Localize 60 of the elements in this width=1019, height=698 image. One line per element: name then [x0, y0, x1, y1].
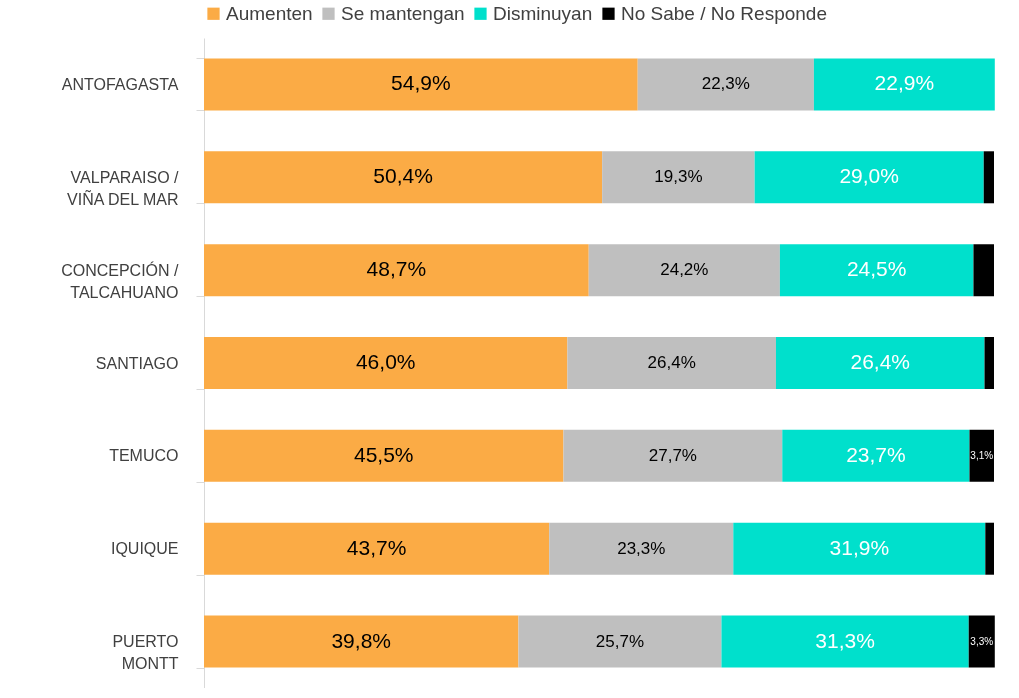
bar: [602, 151, 755, 204]
bar: [567, 337, 776, 389]
data-label: 24,2%: [660, 260, 709, 280]
bar: [973, 244, 994, 297]
bar: [983, 151, 994, 204]
y-tick-label: SANTIAGO: [95, 354, 179, 372]
bar: [204, 58, 638, 111]
y-tick-label: ANTOFAGASTA: [61, 75, 179, 93]
data-label: 26,4%: [647, 353, 696, 372]
bar: [204, 337, 568, 389]
y-tick-label: VALPARAISO / VIÑA DEL MAR: [67, 168, 180, 208]
bar: [637, 58, 814, 111]
y-tick-label: CONCEPCIÓN / TALCAHUANO: [61, 260, 180, 301]
data-label: 29,0%: [839, 164, 899, 188]
bar: [733, 522, 986, 575]
bar: [204, 615, 519, 668]
legend-label: No Sabe / No Responde: [621, 2, 827, 24]
data-label: 23,3%: [617, 538, 666, 558]
data-label: 39,8%: [331, 628, 391, 652]
data-label: 31,9%: [829, 535, 890, 559]
bar: [968, 615, 995, 668]
bar: [721, 615, 969, 668]
data-label: 3,1%: [970, 449, 994, 461]
bar: [204, 429, 564, 482]
bar: [204, 244, 589, 297]
bar: [779, 244, 974, 297]
data-label: 43,7%: [346, 535, 407, 559]
bar: [563, 429, 783, 482]
bar: [754, 151, 984, 204]
data-label: 3,3%: [970, 635, 994, 647]
data-label: 22,9%: [874, 71, 935, 95]
data-label: 27,7%: [648, 445, 697, 465]
data-label: 48,7%: [366, 257, 427, 281]
bar: [518, 615, 722, 668]
data-label: 23,7%: [846, 442, 906, 466]
bar: [985, 522, 994, 575]
legend-label: Aumenten: [226, 2, 313, 24]
data-label: 31,3%: [815, 628, 875, 652]
data-label: 46,0%: [355, 350, 416, 373]
data-label: 50,4%: [373, 164, 433, 188]
bar: [204, 522, 550, 575]
data-label: 22,3%: [701, 74, 750, 94]
data-label: 25,7%: [595, 631, 645, 651]
bar: [984, 337, 994, 389]
bar: [813, 58, 995, 111]
bar: [782, 429, 970, 482]
data-label: 24,5%: [846, 257, 907, 281]
data-label: 19,3%: [654, 167, 703, 187]
legend-label: Disminuyan: [493, 2, 593, 24]
legend-label: Se mantengan: [341, 2, 465, 24]
bar: [588, 244, 780, 297]
y-tick-label: IQUIQUE: [110, 540, 179, 558]
bar: [204, 151, 603, 204]
y-tick-label: TEMUCO: [109, 447, 179, 465]
y-tick-label: PUERTO MONTT: [112, 633, 179, 673]
bar: [775, 337, 985, 389]
data-label: 54,9%: [391, 71, 451, 95]
data-label: 45,5%: [353, 442, 414, 466]
bar: [549, 522, 734, 575]
data-label: 26,4%: [850, 350, 911, 373]
